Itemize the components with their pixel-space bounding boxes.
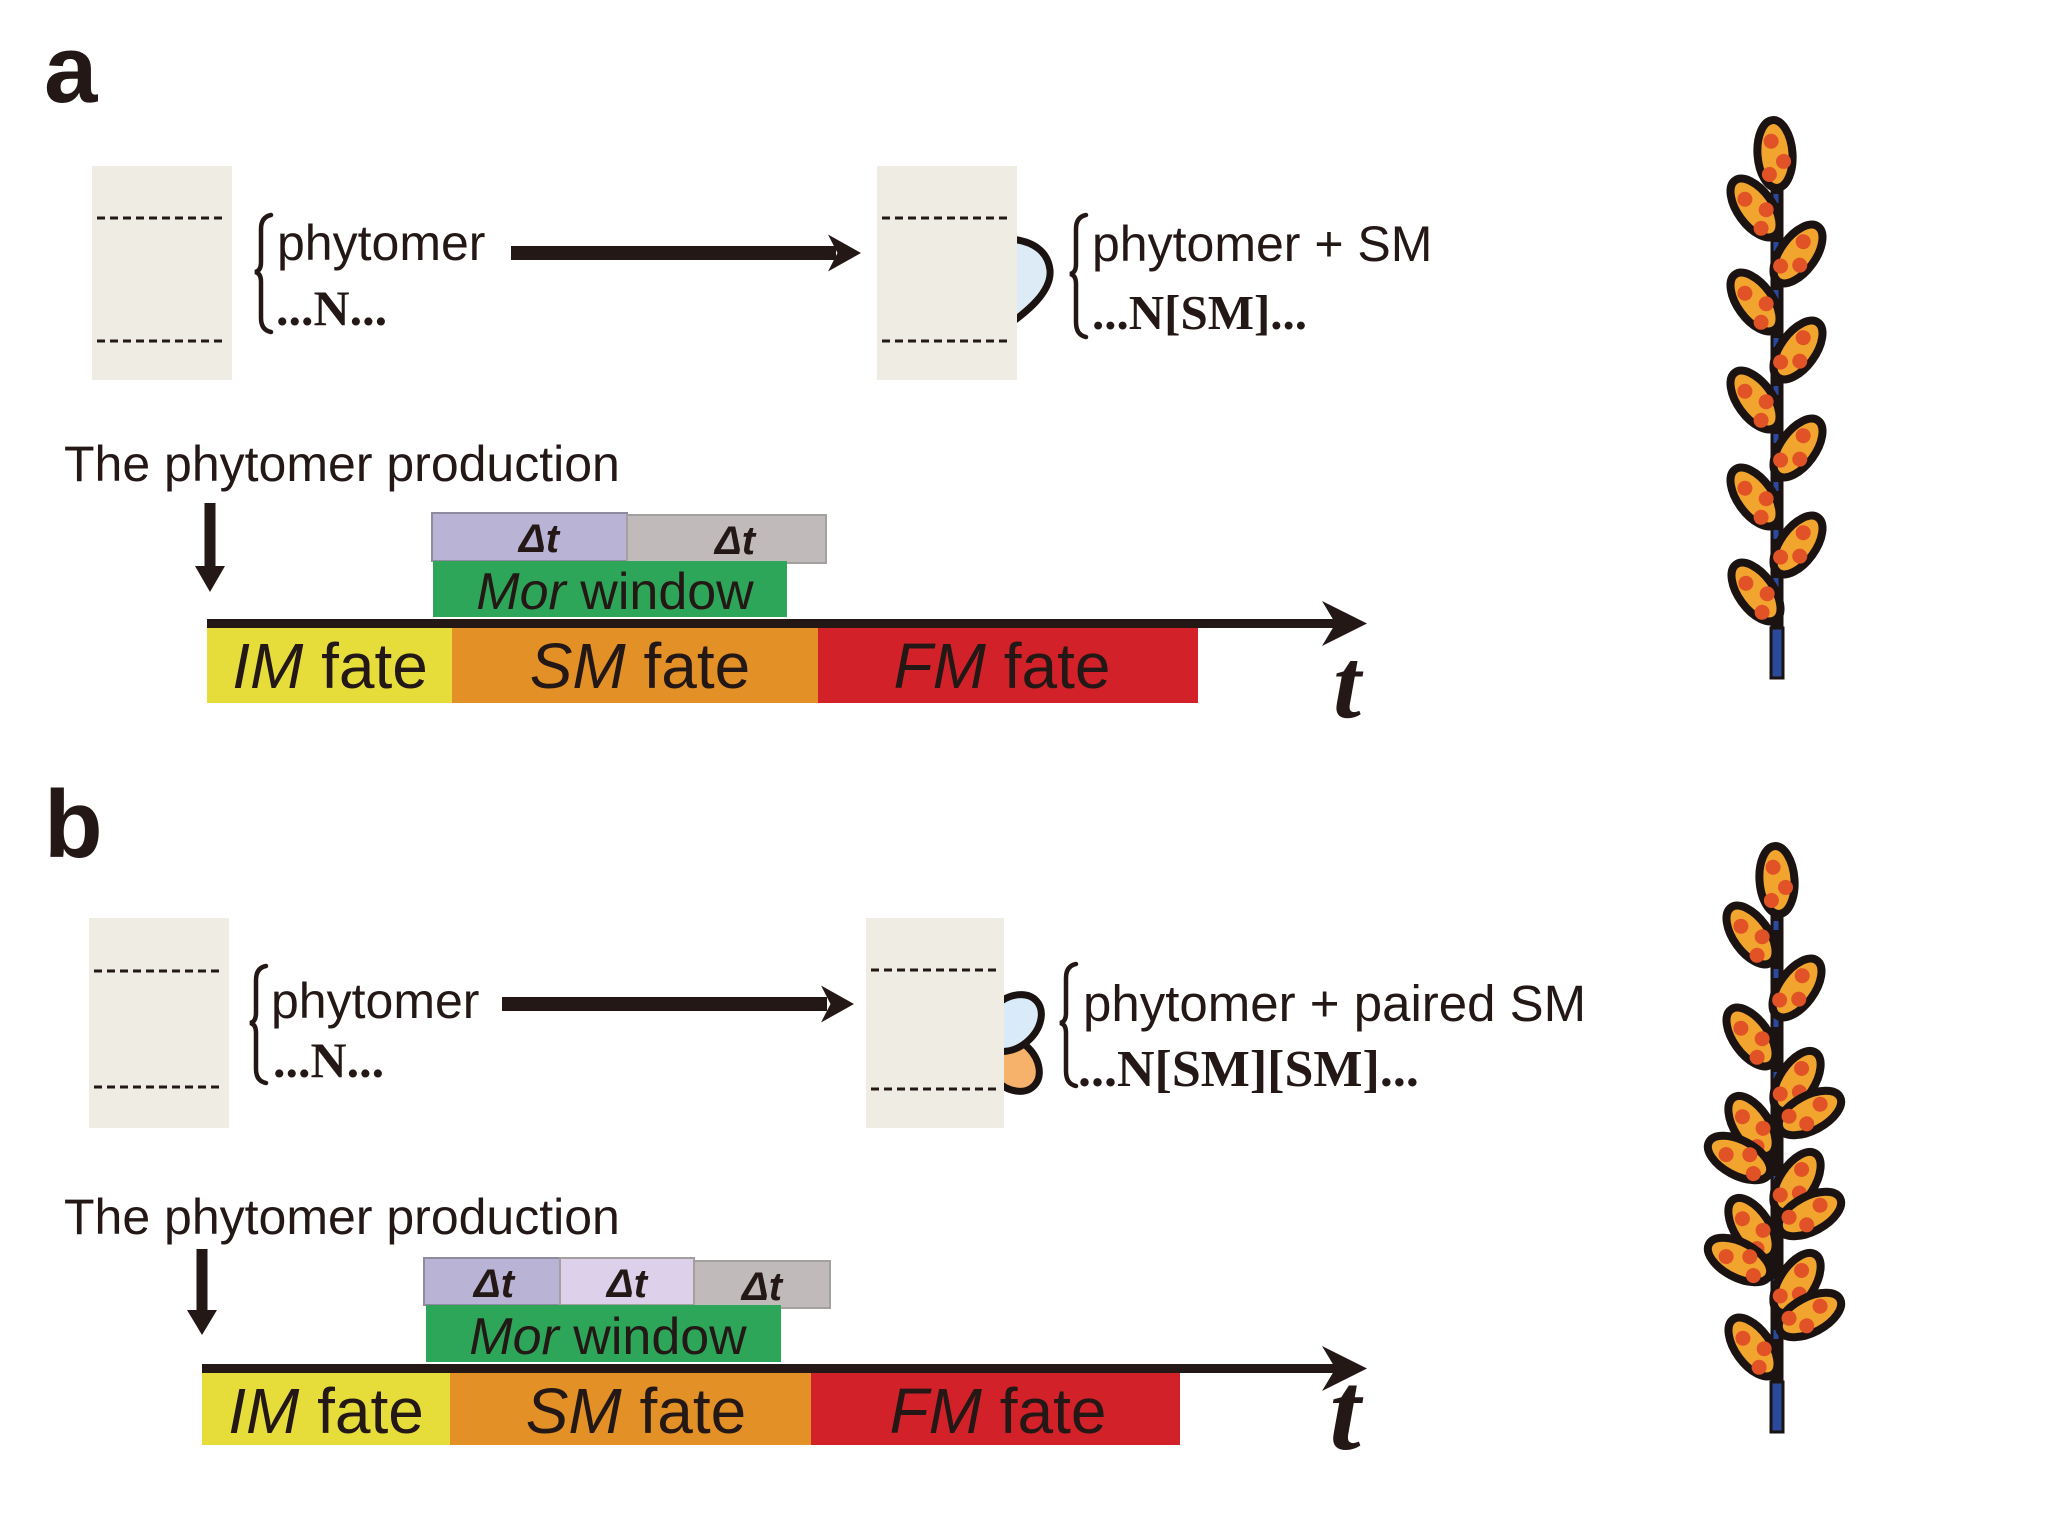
svg-text:b: b [44, 771, 103, 878]
svg-text:phytomer: phytomer [271, 973, 479, 1029]
svg-text:IM fate: IM fate [232, 630, 428, 702]
svg-text:phytomer + paired SM: phytomer + paired SM [1083, 975, 1586, 1032]
svg-text:phytomer: phytomer [277, 215, 485, 271]
svg-text:...N[SM]...: ...N[SM]... [1092, 285, 1307, 340]
svg-text:The phytomer production: The phytomer production [64, 436, 620, 492]
svg-text:Mor window: Mor window [469, 1308, 747, 1366]
svg-text:The phytomer production: The phytomer production [64, 1189, 620, 1245]
svg-text:Δt: Δt [740, 1265, 784, 1309]
svg-text:SM fate: SM fate [530, 630, 751, 702]
svg-text:t: t [1333, 628, 1364, 739]
svg-text:t: t [1329, 1350, 1363, 1474]
svg-text:...N...: ...N... [276, 280, 387, 336]
svg-text:...N...: ...N... [273, 1032, 384, 1088]
svg-text:IM fate: IM fate [228, 1375, 424, 1447]
svg-text:FM fate: FM fate [890, 1375, 1107, 1447]
svg-text:Δt: Δt [517, 517, 561, 561]
svg-text:SM fate: SM fate [526, 1375, 747, 1447]
svg-text:FM fate: FM fate [894, 630, 1111, 702]
svg-text:...N[SM][SM]...: ...N[SM][SM]... [1078, 1041, 1419, 1098]
svg-text:a: a [44, 16, 98, 123]
svg-text:Δt: Δt [472, 1262, 516, 1306]
svg-text:phytomer + SM: phytomer + SM [1092, 216, 1432, 272]
svg-text:Mor window: Mor window [476, 563, 754, 621]
svg-text:Δt: Δt [605, 1262, 649, 1306]
svg-text:Δt: Δt [713, 519, 757, 563]
